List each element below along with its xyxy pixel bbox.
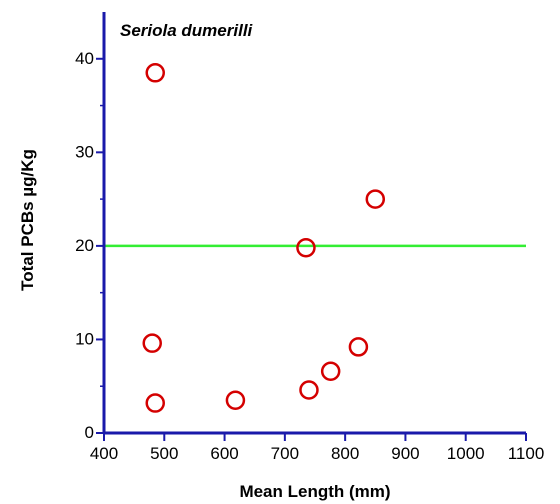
- x-tick-label: 600: [210, 444, 238, 463]
- data-point: [348, 337, 369, 357]
- y-tick-label: 0: [85, 423, 94, 442]
- y-tick-label: 20: [75, 236, 94, 255]
- x-axis-title: Mean Length (mm): [239, 482, 390, 501]
- y-tick-label: 40: [75, 49, 94, 68]
- x-tick-label: 500: [150, 444, 178, 463]
- data-point: [145, 63, 165, 83]
- data-point: [299, 380, 319, 400]
- chart-title: Seriola dumerilli: [120, 21, 254, 40]
- data-point: [320, 361, 341, 382]
- x-tick-label: 1100: [508, 444, 545, 463]
- data-point: [142, 333, 162, 353]
- y-tick-label: 30: [75, 142, 94, 161]
- data-point: [296, 238, 316, 258]
- data-point: [145, 393, 165, 413]
- x-tick-label: 800: [331, 444, 359, 463]
- x-tick-label: 900: [391, 444, 419, 463]
- y-axis-title: Total PCBs µg/Kg: [18, 149, 37, 291]
- y-tick-label: 10: [75, 329, 94, 348]
- data-point: [365, 189, 386, 209]
- x-tick-label: 1000: [447, 444, 485, 463]
- x-tick-label: 400: [90, 444, 118, 463]
- plot-area: 0 10 20 30 40 400 500 600 700 800 900 1000 1100: [75, 12, 544, 463]
- x-tick-label: 700: [271, 444, 299, 463]
- data-point: [225, 390, 246, 411]
